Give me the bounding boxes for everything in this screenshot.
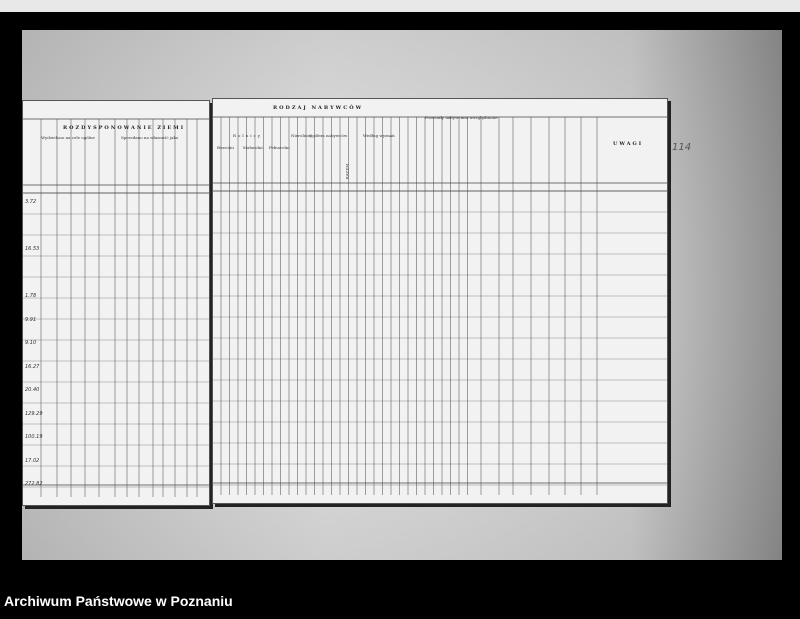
- row-total-area: 9.10: [25, 340, 37, 346]
- group-header: Rolnicy: [233, 133, 263, 138]
- page-number: 114: [672, 142, 692, 153]
- group-header: Pozostały nabywcami uwzględnione: [425, 115, 498, 120]
- row-total-area: 3.72: [25, 199, 37, 205]
- col-header: Małorolni: [243, 145, 263, 150]
- row-total-area: 129.29: [25, 410, 43, 417]
- col-header: Ogółem nabywców: [309, 133, 348, 138]
- right-page-title: RODZAJ NABYWCÓW: [273, 105, 364, 111]
- right-ledger-page: RODZAJ NABYWCÓW Rolnicy Bezrolni Małorol…: [212, 98, 668, 504]
- row-total-area: 17.02: [25, 457, 40, 464]
- archive-caption: Archiwum Państwowe w Poznaniu: [4, 593, 233, 609]
- col-header: Pełnorolni: [269, 145, 290, 150]
- row-total-area: 9.91: [25, 316, 37, 323]
- col-header-razem: RAZEM: [344, 163, 350, 180]
- right-table-grid: [213, 116, 667, 495]
- col-header: Bezrolni: [217, 145, 234, 150]
- col-header: Według wyznań: [363, 133, 395, 138]
- col-header: Nierolnicy: [291, 133, 313, 138]
- left-table-grid: [23, 118, 209, 497]
- uwagi-header: UWAGI: [613, 141, 644, 147]
- row-total-area: 1.78: [25, 293, 37, 299]
- row-total-area: 272.82: [25, 481, 43, 487]
- left-page-title: ROZDYSPONOWANIE ZIEMI: [63, 125, 186, 131]
- group-header: Wydzielono na cele ogólne: [41, 135, 95, 140]
- top-strip: [0, 0, 800, 12]
- row-total-area: 16.53: [25, 246, 40, 252]
- row-total-area: 100.19: [25, 434, 43, 440]
- row-total-area: 20.40: [25, 387, 40, 393]
- caption-bar: Archiwum Państwowe w Poznaniu: [0, 575, 800, 619]
- left-ledger-page: ROZDYSPONOWANIE ZIEMI Wydzielono na cele…: [22, 100, 210, 506]
- group-header: Sprzedano na własność jako: [121, 135, 179, 140]
- row-total-area: 16.27: [25, 363, 40, 370]
